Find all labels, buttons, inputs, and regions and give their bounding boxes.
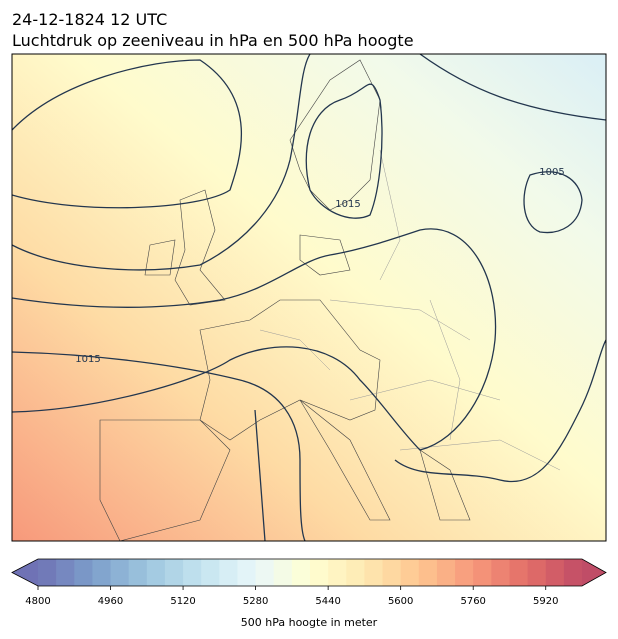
isobar <box>12 351 306 541</box>
colorbar-band <box>563 559 583 586</box>
subtitle: Luchtdruk op zeeniveau in hPa en 500 hPa… <box>12 31 414 50</box>
isobar <box>12 228 497 451</box>
title: 24-12-1824 12 UTC <box>12 10 167 29</box>
colorbar-band <box>74 559 93 586</box>
colorbar-tick-label: 5120 <box>170 596 195 607</box>
isobar <box>12 54 311 271</box>
isobar <box>12 59 243 209</box>
colorbar-band <box>201 559 220 586</box>
colorbar-band <box>183 559 202 586</box>
height-field <box>12 54 606 541</box>
colorbar-band <box>418 559 438 586</box>
colorbar-band <box>509 559 529 586</box>
colorbar-tick-label: 5440 <box>315 596 340 607</box>
contour-label: 1005 <box>539 167 564 178</box>
colorbar-band <box>473 559 492 586</box>
map-frame <box>11 53 607 542</box>
colorbar-tick-label: 5280 <box>243 596 268 607</box>
colorbar-band <box>455 559 474 586</box>
colorbar-tick-label: 5600 <box>388 596 413 607</box>
colorbar-band <box>56 559 75 586</box>
isobar <box>419 54 606 121</box>
borders <box>259 149 561 471</box>
colorbar-band <box>364 559 384 586</box>
colorbar-band <box>328 559 347 586</box>
colorbar-label: 500 hPa hoogte in meter <box>241 616 378 629</box>
isobar <box>394 339 606 483</box>
colorbar-band <box>545 559 565 586</box>
colorbar-band <box>382 559 402 586</box>
isobar <box>254 409 266 541</box>
colorbar-band <box>527 559 547 586</box>
colorbar-tick-label: 5920 <box>533 596 558 607</box>
colorbar-band <box>291 559 311 586</box>
colorbar-tick-label: 5760 <box>460 596 485 607</box>
colorbar-band <box>110 559 130 586</box>
colorbar-band <box>164 559 184 586</box>
colorbar-band <box>128 559 148 586</box>
colorbar-band <box>237 559 257 586</box>
contour-label: 1015 <box>335 199 360 210</box>
colorbar-band <box>273 559 293 586</box>
coastline <box>99 59 471 541</box>
colorbar-band <box>255 559 275 586</box>
colorbar-band <box>436 559 456 586</box>
colorbar-band <box>92 559 112 586</box>
colorbar-band <box>346 559 365 586</box>
colorbar-band <box>146 559 166 586</box>
colorbar-band <box>310 559 329 586</box>
colorbar-band <box>38 559 57 586</box>
colorbar-band <box>219 559 238 586</box>
colorbar-band <box>491 559 510 586</box>
colorbar: 4800 4960 5120 5280 5440 5600 5760 5920 <box>11 558 607 607</box>
colorbar-band <box>400 559 420 586</box>
isobar <box>523 171 583 234</box>
colorbar-extend <box>582 559 606 586</box>
contour-label: 1015 <box>75 354 100 365</box>
colorbar-tick-label: 4800 <box>25 596 50 607</box>
colorbar-tick-label: 4960 <box>98 596 123 607</box>
map: 1015 1005 1015 <box>12 54 606 541</box>
colorbar-extend <box>12 559 38 586</box>
isobar <box>305 83 383 219</box>
